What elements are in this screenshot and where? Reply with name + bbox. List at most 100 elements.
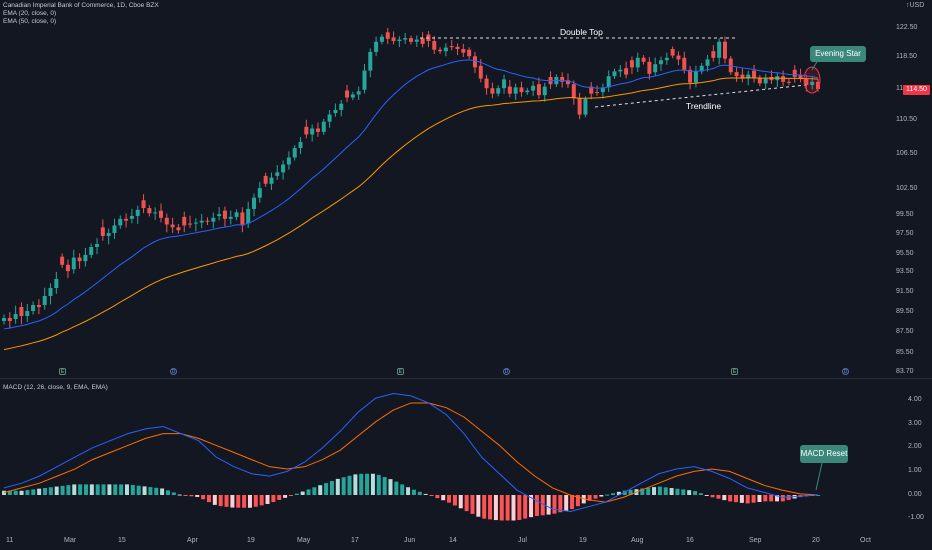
- candle-body: [478, 65, 483, 79]
- macd-histogram-bar: [757, 495, 762, 503]
- macd-histogram-bar: [66, 485, 71, 495]
- time-tick-label: Apr: [187, 537, 198, 544]
- macd-histogram-bar: [652, 487, 657, 495]
- dividend-marker[interactable]: D: [842, 368, 849, 375]
- macd-histogram-bar: [728, 495, 733, 502]
- macd-histogram-bar: [611, 493, 616, 495]
- candle-body: [362, 70, 367, 90]
- time-tick-label: 20: [812, 537, 820, 544]
- macd-histogram-bar: [283, 495, 288, 498]
- candle-body: [467, 49, 472, 57]
- macd-histogram-bar: [294, 493, 299, 495]
- price-tick-label: 87.50: [896, 328, 914, 335]
- macd-histogram-bar: [616, 491, 621, 495]
- macd-histogram-bar: [739, 495, 744, 503]
- candle-body: [170, 224, 175, 228]
- macd-histogram-bar: [224, 495, 229, 507]
- macd-histogram-bar: [83, 484, 88, 495]
- candle-body: [141, 200, 146, 209]
- macd-histogram-bar: [359, 473, 364, 495]
- candle-body: [583, 99, 588, 115]
- earnings-marker[interactable]: E: [59, 368, 66, 375]
- macd-tick-label: -1.00: [908, 514, 924, 521]
- candle-body: [281, 164, 286, 173]
- macd-histogram-bar: [312, 487, 317, 495]
- candle-body: [199, 220, 204, 223]
- macd-histogram-bar: [458, 495, 463, 509]
- macd-histogram-bar: [300, 491, 305, 495]
- candle-body: [397, 39, 402, 42]
- candle-body: [571, 84, 576, 99]
- macd-histogram-bar: [365, 473, 370, 495]
- macd-reset-callout: MACD Reset: [800, 445, 848, 463]
- ema50-legend[interactable]: EMA (50, close, 0): [3, 18, 57, 25]
- candle-body: [577, 98, 582, 115]
- candle-body: [420, 38, 425, 44]
- macd-legend[interactable]: MACD (12, 26, close, 9, EMA, EMA): [3, 384, 108, 391]
- ema20-legend[interactable]: EMA (20, close, 0): [3, 10, 57, 17]
- macd-histogram-bar: [605, 494, 610, 496]
- dividend-marker[interactable]: D: [503, 368, 510, 375]
- candle-body: [269, 177, 274, 184]
- candle-body: [757, 77, 762, 84]
- ema50-line: [3, 77, 819, 351]
- macd-histogram-bar: [382, 477, 387, 495]
- macd-tick-label: 1.00: [908, 467, 922, 474]
- candle-body: [763, 78, 768, 84]
- macd-histogram-bar: [411, 489, 416, 495]
- macd-line: [3, 393, 819, 513]
- candle-body: [368, 51, 373, 71]
- earnings-marker[interactable]: E: [731, 368, 738, 375]
- candle-body: [438, 49, 443, 52]
- macd-histogram-bar: [423, 493, 428, 495]
- time-tick-label: May: [297, 537, 311, 544]
- macd-histogram-bar: [763, 495, 768, 502]
- macd-histogram-bar: [48, 487, 53, 495]
- earnings-marker[interactable]: E: [397, 368, 404, 375]
- macd-reset-pointer: [815, 462, 823, 491]
- macd-histogram-bar: [698, 493, 703, 495]
- dividend-marker[interactable]: D: [170, 368, 177, 375]
- candle-body: [385, 32, 390, 39]
- macd-histogram-bar: [119, 484, 124, 495]
- macd-histogram-bar: [558, 495, 563, 513]
- macd-histogram-bar: [242, 495, 247, 508]
- candle-body: [83, 254, 88, 262]
- candle-body: [746, 74, 751, 79]
- candle-body: [531, 85, 536, 91]
- macd-histogram-bar: [517, 495, 522, 520]
- candle-body: [71, 257, 76, 270]
- candle-body: [659, 60, 664, 65]
- candle-body: [228, 216, 233, 219]
- candle-body: [560, 77, 565, 82]
- pane-separator[interactable]: [0, 378, 932, 379]
- macd-histogram-bar: [195, 495, 200, 497]
- candle-body: [734, 72, 739, 77]
- macd-histogram-bar: [640, 488, 645, 495]
- macd-histogram-bar: [13, 490, 18, 495]
- candle-body: [153, 212, 158, 214]
- macd-histogram-bar: [751, 495, 756, 503]
- candle-body: [350, 94, 355, 98]
- macd-histogram-bar: [31, 489, 36, 495]
- candle-body: [414, 39, 419, 42]
- candle-body: [118, 218, 123, 226]
- currency-label[interactable]: ↑USD: [906, 2, 924, 9]
- candle-body: [525, 90, 530, 93]
- macd-histogram-bar: [587, 495, 592, 501]
- candle-body: [158, 210, 163, 218]
- candle-body: [310, 128, 315, 135]
- macd-histogram-bar: [218, 495, 223, 507]
- macd-histogram-bar: [236, 495, 241, 508]
- macd-histogram-bar: [780, 495, 785, 502]
- candle-body: [257, 188, 262, 198]
- price-tick-label: 110.50: [896, 116, 917, 123]
- price-tick-label: 102.50: [896, 185, 918, 192]
- macd-histogram-bar: [101, 484, 106, 495]
- macd-histogram-bar: [341, 477, 346, 495]
- macd-histogram-bar: [324, 483, 329, 495]
- macd-histogram-bar: [400, 484, 405, 495]
- macd-histogram-bar: [435, 495, 440, 499]
- candle-body: [717, 41, 722, 58]
